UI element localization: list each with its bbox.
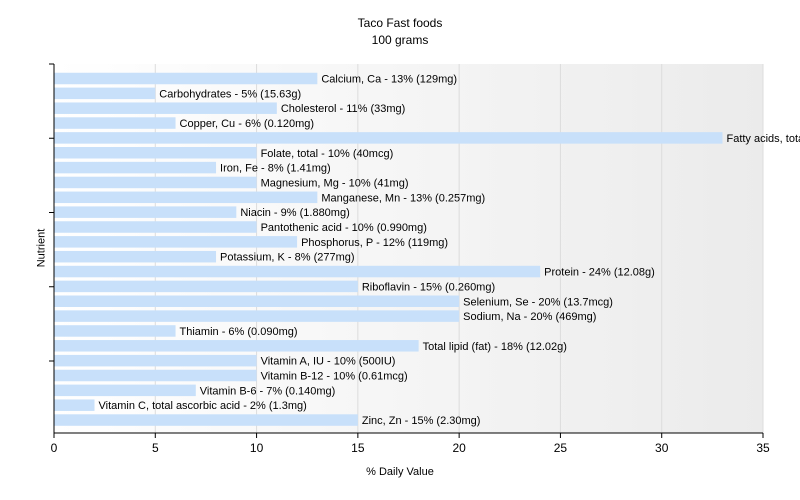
bar [54,147,257,159]
x-tick-label: 10 [250,441,264,455]
data-label: Potassium, K - 8% (277mg) [220,252,354,264]
data-label: Vitamin A, IU - 10% (500IU) [261,356,396,368]
data-label: Calcium, Ca - 13% (129mg) [321,74,457,86]
bar [54,250,217,263]
bar [54,87,156,100]
data-label: Copper, Cu - 6% (0.120mg) [180,118,315,130]
bar [54,72,318,85]
x-tick-label: 30 [655,441,669,455]
data-label: Phosphorus, P - 12% (119mg) [301,237,448,249]
data-label: Thiamin - 6% (0.090mg) [180,326,298,338]
data-label: Protein - 24% (12.08g) [544,267,655,279]
bar [54,206,237,218]
bar [54,295,460,307]
x-tick-label: 20 [452,441,466,455]
bar [54,399,95,411]
bar [54,102,277,114]
bar [54,132,723,144]
data-label: Folate, total - 10% (40mcg) [261,148,394,160]
data-label: Riboflavin - 15% (0.260mg) [362,281,495,293]
chart-title: Taco Fast foods [357,16,443,30]
data-label: Iron, Fe - 8% (1.41mg) [220,163,331,175]
data-label: Carbohydrates - 5% (15.63g) [159,88,301,100]
bar [54,117,176,129]
bar [54,354,257,367]
x-tick-label: 35 [756,441,770,455]
bar [54,310,460,322]
y-axis-label: Nutrient [35,228,48,268]
bar [54,265,541,278]
data-label: Vitamin C, total ascorbic acid - 2% (1.3… [99,400,307,412]
bar [54,325,176,337]
bar [54,191,318,204]
bar [54,384,196,397]
data-label: Vitamin B-12 - 10% (0.61mcg) [261,371,408,383]
data-label: Niacin - 9% (1.880mg) [240,207,349,219]
data-label: Pantothenic acid - 10% (0.990mg) [261,222,427,234]
data-label: Fatty acids, total saturated - 33% (6.64… [726,133,800,145]
x-tick-label: 15 [351,441,365,455]
data-label: Vitamin B-6 - 7% (0.140mg) [200,385,336,397]
x-axis-label: % Daily Value [366,466,434,478]
bar [54,414,358,426]
bar [54,369,257,382]
data-label: Zinc, Zn - 15% (2.30mg) [362,415,481,427]
bar [54,161,217,174]
data-label: Manganese, Mn - 13% (0.257mg) [321,192,485,204]
bar [54,340,419,352]
chart-subtitle: 100 grams [371,33,429,47]
bar [54,176,257,189]
data-label: Magnesium, Mg - 10% (41mg) [261,177,409,189]
data-label: Selenium, Se - 20% (13.7mcg) [463,296,613,308]
x-tick-label: 5 [152,441,159,455]
data-label: Sodium, Na - 20% (469mg) [463,311,596,323]
bar [54,221,257,233]
data-label: Total lipid (fat) - 18% (12.02g) [423,341,567,353]
bar [54,236,298,248]
bar [54,280,358,293]
x-tick-label: 0 [51,441,58,455]
x-tick-label: 25 [554,441,568,455]
data-label: Cholesterol - 11% (33mg) [281,103,406,115]
